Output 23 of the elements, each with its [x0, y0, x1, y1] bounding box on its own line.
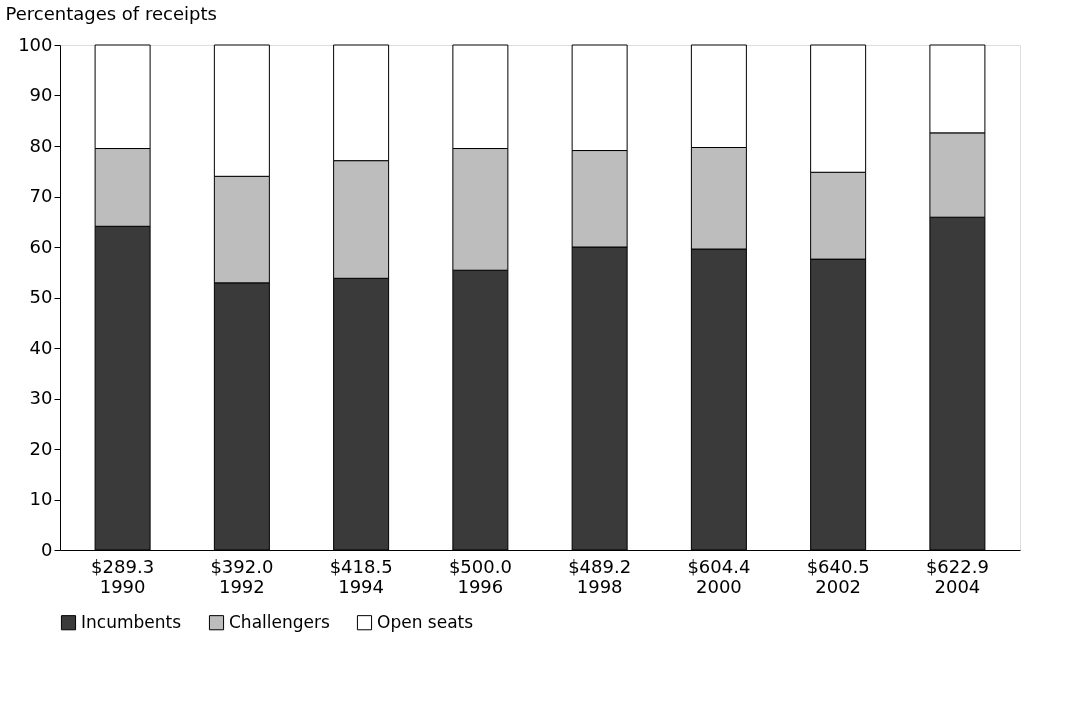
y-tick-label: 60 — [29, 235, 53, 257]
y-tick-label: 40 — [29, 336, 53, 358]
y-axis-title: Percentages of receipts — [5, 2, 217, 24]
y-tick-label: 50 — [29, 286, 53, 307]
x-tick-label: $392.0 1992 — [210, 555, 274, 597]
x-tick-label: $640.5 2002 — [806, 555, 870, 597]
x-tick-label: $289.3 1990 — [91, 555, 155, 597]
y-tick-label: 70 — [29, 185, 53, 206]
y-tick-label: 10 — [29, 488, 53, 509]
legend-label: Challengers — [229, 611, 330, 632]
x-tick-label: $489.2 1998 — [568, 555, 632, 597]
x-tick-label: $418.5 1994 — [329, 555, 393, 597]
x-tick-label: $500.0 1996 — [448, 555, 512, 597]
x-tick-label: $622.9 2004 — [925, 555, 989, 597]
x-tick-label: $604.4 2000 — [687, 555, 751, 597]
y-tick-label: 100 — [18, 33, 53, 55]
y-tick-label: 20 — [29, 437, 53, 459]
y-tick-label: 80 — [29, 134, 53, 156]
y-tick-label: 90 — [29, 84, 53, 105]
y-tick-label: 30 — [29, 387, 53, 408]
legend-label: Open seats — [377, 611, 474, 632]
legend-label: Incumbents — [81, 611, 182, 632]
y-tick-label: 0 — [41, 538, 53, 560]
